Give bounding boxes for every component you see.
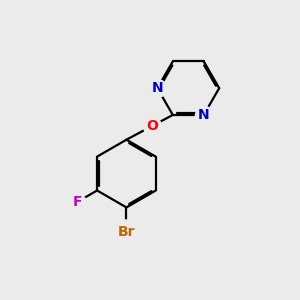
Text: N: N (198, 108, 209, 122)
Text: Br: Br (118, 225, 135, 239)
Text: O: O (146, 119, 158, 133)
Text: F: F (73, 194, 83, 208)
Text: N: N (152, 81, 163, 95)
